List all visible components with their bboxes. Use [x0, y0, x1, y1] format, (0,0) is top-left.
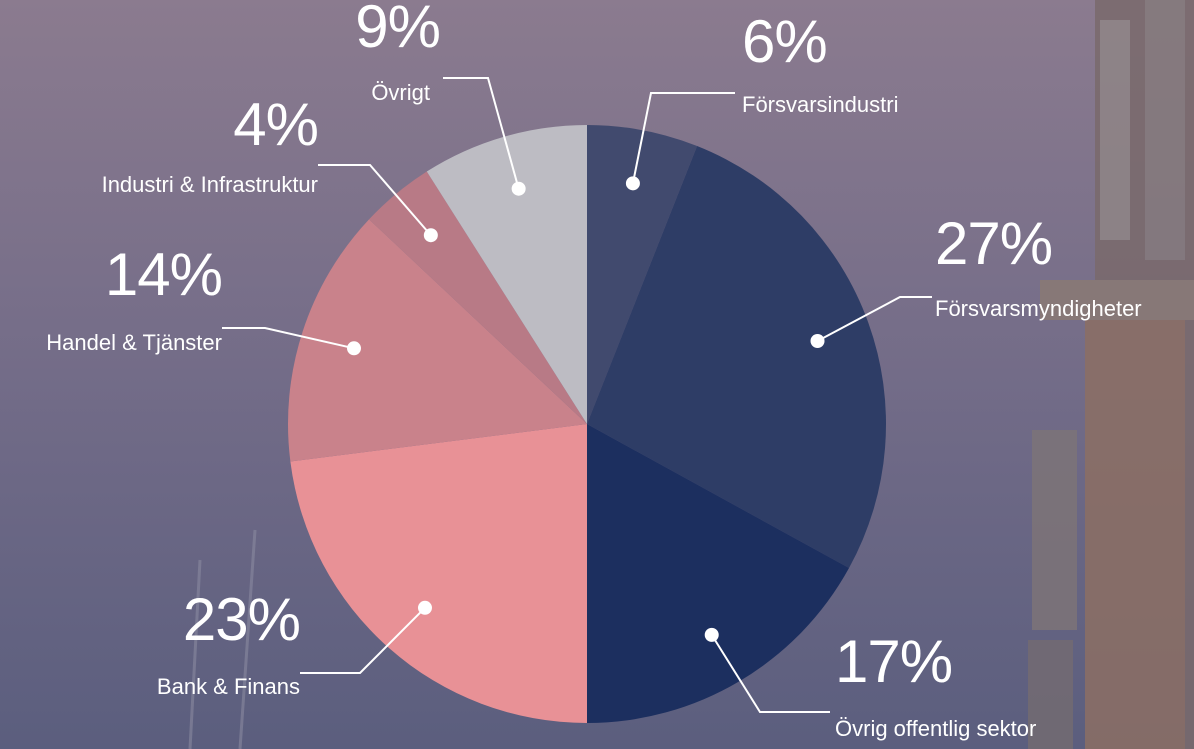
value-label: 9% [355, 0, 440, 60]
value-label: 27% [935, 210, 1052, 277]
category-label: Försvarsindustri [742, 92, 898, 117]
leader-dot [347, 341, 361, 355]
leader-dot [705, 628, 719, 642]
category-label: Övrigt [371, 80, 430, 105]
category-label: Industri & Infrastruktur [102, 172, 318, 197]
leader-dot [418, 601, 432, 615]
category-label: Försvarsmyndigheter [935, 296, 1142, 321]
value-label: 4% [233, 91, 318, 158]
pie [288, 125, 886, 723]
value-label: 23% [183, 586, 300, 653]
chart: 6% Försvarsindustri 27% Försvarsmyndigheter… [0, 0, 1194, 749]
category-label: Bank & Finans [157, 674, 300, 699]
category-label: Handel & Tjänster [46, 330, 222, 355]
value-label: 6% [742, 8, 827, 75]
value-label: 14% [105, 241, 222, 308]
page: {"chart_data": {"type": "pie", "categori… [0, 0, 1194, 749]
value-label: 17% [835, 628, 952, 695]
leader-dot [626, 176, 640, 190]
leader-dot [424, 228, 438, 242]
category-label: Övrig offentlig sektor [835, 716, 1036, 741]
leader-dot [512, 182, 526, 196]
leader-dot [811, 334, 825, 348]
